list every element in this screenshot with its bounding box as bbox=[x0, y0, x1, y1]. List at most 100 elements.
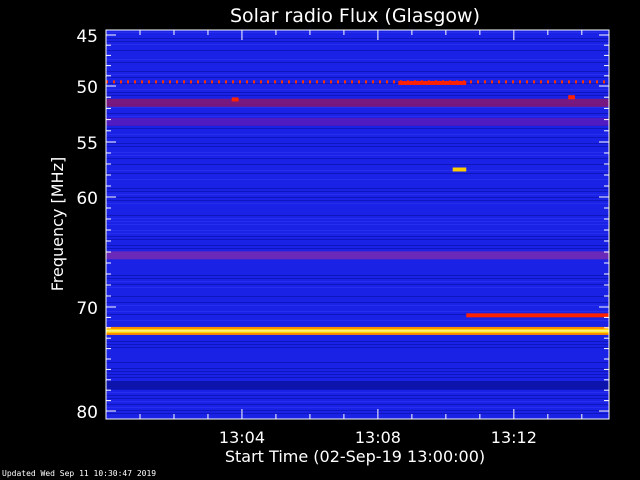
emission-feature bbox=[466, 313, 609, 318]
texture-line bbox=[106, 179, 609, 180]
texture-line bbox=[106, 170, 609, 171]
texture-line bbox=[106, 155, 609, 156]
texture-line bbox=[106, 401, 609, 402]
y-tick-label: 55 bbox=[76, 134, 98, 154]
texture-line bbox=[106, 245, 609, 246]
texture-line bbox=[106, 62, 609, 63]
emission-feature bbox=[452, 167, 467, 172]
texture-line bbox=[106, 275, 609, 276]
texture-line bbox=[106, 281, 609, 282]
texture-line bbox=[106, 377, 609, 378]
texture-line bbox=[106, 296, 609, 297]
texture-line bbox=[106, 74, 609, 75]
texture-line bbox=[106, 236, 609, 237]
texture-line bbox=[106, 89, 609, 90]
texture-line bbox=[106, 224, 609, 225]
texture-line bbox=[106, 200, 609, 201]
x-tick-label: 13:12 bbox=[491, 428, 537, 447]
texture-line bbox=[106, 284, 609, 285]
texture-line bbox=[106, 92, 609, 93]
texture-line bbox=[106, 347, 609, 348]
texture-line bbox=[106, 407, 609, 408]
band-core bbox=[106, 330, 609, 332]
texture-line bbox=[106, 218, 609, 219]
texture-line bbox=[106, 128, 609, 129]
texture-line bbox=[106, 134, 609, 135]
texture-line bbox=[106, 221, 609, 222]
texture-line bbox=[106, 413, 609, 414]
x-tick-label: 13:08 bbox=[355, 428, 401, 447]
texture-line bbox=[106, 344, 609, 345]
band-solid bbox=[106, 381, 609, 389]
texture-line bbox=[106, 152, 609, 153]
texture-line bbox=[106, 320, 609, 321]
axes: 45 50 55 60 70 80 13:04 13:08 13:12 bbox=[76, 27, 610, 447]
band-solid bbox=[106, 251, 609, 260]
texture-line bbox=[106, 107, 609, 108]
band-solid bbox=[106, 117, 609, 126]
texture-line bbox=[106, 392, 609, 393]
updated-timestamp: Updated Wed Sep 11 10:30:47 2019 bbox=[2, 469, 157, 478]
texture-line bbox=[106, 248, 609, 249]
texture-line bbox=[106, 398, 609, 399]
texture-line bbox=[106, 374, 609, 375]
x-axis-label: Start Time (02-Sep-19 13:00:00) bbox=[225, 447, 485, 466]
chart-title: Solar radio Flux (Glasgow) bbox=[230, 5, 480, 27]
x-tick-label: 13:04 bbox=[219, 428, 265, 447]
emission-feature bbox=[231, 97, 239, 102]
emission-feature bbox=[398, 80, 467, 85]
texture-line bbox=[106, 371, 609, 372]
texture-line bbox=[106, 404, 609, 405]
y-tick-label: 70 bbox=[76, 299, 98, 319]
y-tick-label: 80 bbox=[76, 403, 98, 423]
texture-line bbox=[106, 158, 609, 159]
texture-line bbox=[106, 143, 609, 144]
texture-line bbox=[106, 215, 609, 216]
plot-frame bbox=[105, 29, 610, 420]
texture-line bbox=[106, 32, 609, 33]
texture-line bbox=[106, 191, 609, 192]
texture-line bbox=[106, 137, 609, 138]
texture-line bbox=[106, 194, 609, 195]
texture-line bbox=[106, 95, 609, 96]
texture-line bbox=[106, 389, 609, 390]
texture-line bbox=[106, 146, 609, 147]
y-tick-label: 60 bbox=[76, 189, 98, 209]
texture-line bbox=[106, 116, 609, 117]
texture-line bbox=[106, 362, 609, 363]
texture-line bbox=[106, 287, 609, 288]
texture-line bbox=[106, 233, 609, 234]
texture-line bbox=[106, 395, 609, 396]
texture-line bbox=[106, 38, 609, 39]
texture-line bbox=[106, 83, 609, 84]
texture-line bbox=[106, 368, 609, 369]
texture-line bbox=[106, 410, 609, 411]
texture-line bbox=[106, 278, 609, 279]
texture-line bbox=[106, 302, 609, 303]
texture-line bbox=[106, 71, 609, 72]
texture-line bbox=[106, 77, 609, 78]
texture-line bbox=[106, 230, 609, 231]
emission-feature bbox=[568, 95, 576, 100]
texture-line bbox=[106, 44, 609, 45]
texture-line bbox=[106, 314, 609, 315]
texture-line bbox=[106, 50, 609, 51]
texture-line bbox=[106, 188, 609, 189]
texture-line bbox=[106, 305, 609, 306]
texture-line bbox=[106, 239, 609, 240]
y-tick-label: 50 bbox=[76, 78, 98, 98]
texture-line bbox=[106, 41, 609, 42]
band-solid bbox=[106, 98, 609, 107]
texture-line bbox=[106, 203, 609, 204]
texture-line bbox=[106, 59, 609, 60]
plot-area bbox=[106, 30, 609, 419]
texture-line bbox=[106, 164, 609, 165]
texture-line bbox=[106, 113, 609, 114]
texture-line bbox=[106, 173, 609, 174]
y-tick-label: 45 bbox=[76, 27, 98, 47]
texture-line bbox=[106, 341, 609, 342]
texture-line bbox=[106, 311, 609, 312]
y-axis-label: Frequency [MHz] bbox=[48, 157, 67, 291]
texture-line bbox=[106, 197, 609, 198]
